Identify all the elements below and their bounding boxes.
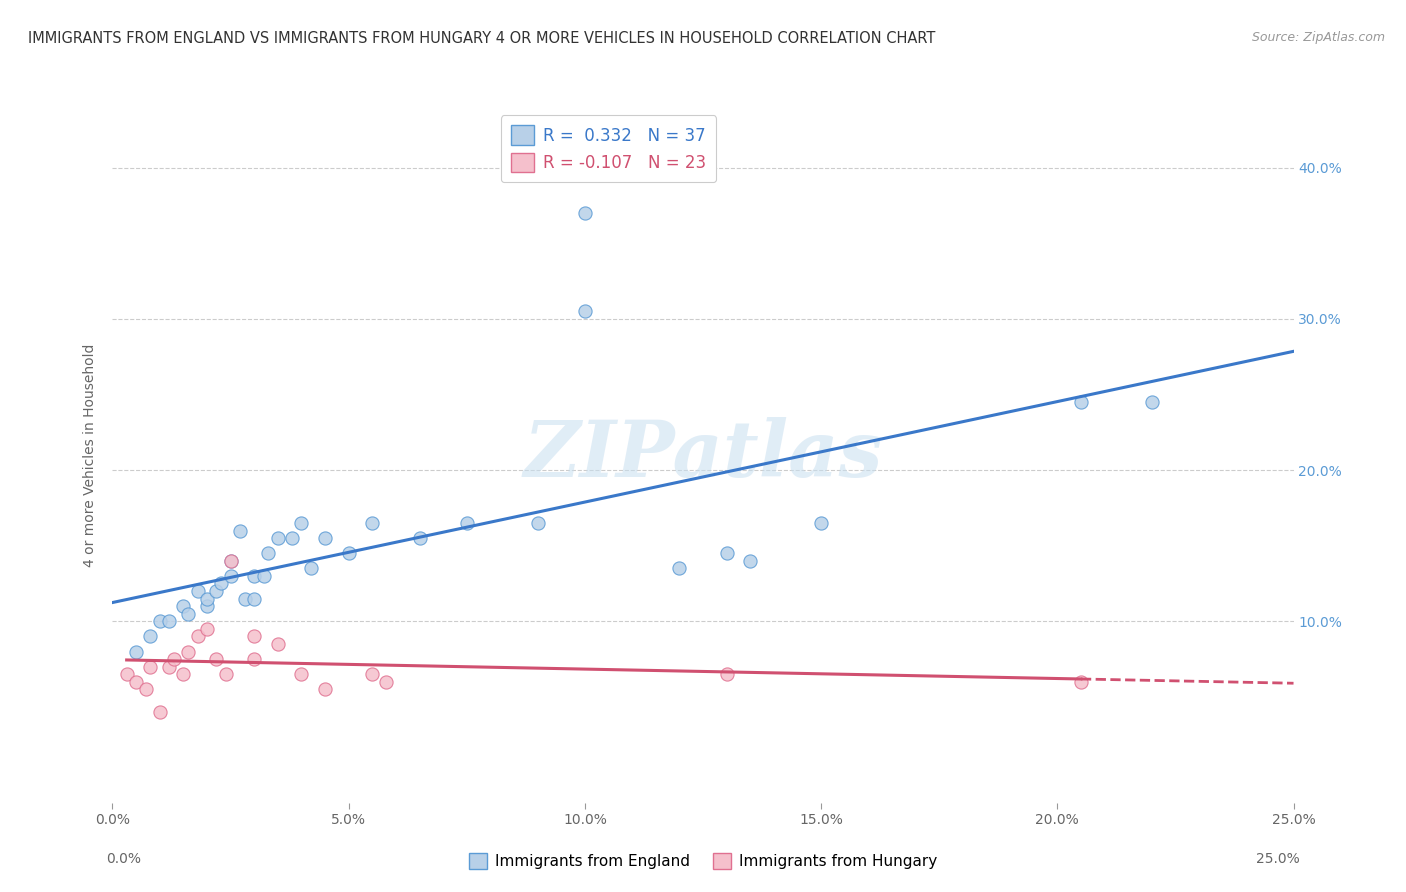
Point	[267, 531, 290, 545]
Point	[361, 516, 384, 530]
Point	[243, 591, 266, 606]
Point	[233, 591, 256, 606]
Point	[157, 615, 180, 629]
Point	[716, 546, 738, 560]
Point	[229, 524, 252, 538]
Point	[172, 667, 194, 681]
Point	[668, 561, 690, 575]
Point	[281, 531, 304, 545]
Point	[243, 569, 266, 583]
Point	[163, 652, 186, 666]
Point	[139, 629, 162, 643]
Text: IMMIGRANTS FROM ENGLAND VS IMMIGRANTS FROM HUNGARY 4 OR MORE VEHICLES IN HOUSEHO: IMMIGRANTS FROM ENGLAND VS IMMIGRANTS FR…	[28, 31, 935, 46]
Text: Source: ZipAtlas.com: Source: ZipAtlas.com	[1251, 31, 1385, 45]
Point	[716, 667, 738, 681]
Text: 0.0%: 0.0%	[107, 852, 142, 865]
Point	[290, 516, 312, 530]
Legend: Immigrants from England, Immigrants from Hungary: Immigrants from England, Immigrants from…	[463, 847, 943, 875]
Point	[195, 622, 218, 636]
Point	[253, 569, 276, 583]
Point	[219, 554, 242, 568]
Point	[149, 615, 172, 629]
Point	[574, 206, 596, 220]
Point	[115, 667, 138, 681]
Y-axis label: 4 or more Vehicles in Household: 4 or more Vehicles in Household	[83, 343, 97, 566]
Point	[209, 576, 232, 591]
Point	[186, 584, 208, 599]
Point	[740, 554, 762, 568]
Point	[205, 584, 228, 599]
Point	[219, 569, 242, 583]
Point	[375, 674, 398, 689]
Point	[257, 546, 280, 560]
Point	[215, 667, 238, 681]
Text: 25.0%: 25.0%	[1256, 852, 1299, 865]
Point	[186, 629, 208, 643]
Point	[195, 591, 218, 606]
Point	[361, 667, 384, 681]
Point	[219, 554, 242, 568]
Point	[205, 652, 228, 666]
Point	[1070, 674, 1092, 689]
Point	[1070, 395, 1092, 409]
Point	[1140, 395, 1163, 409]
Point	[299, 561, 322, 575]
Point	[125, 644, 148, 658]
Point	[177, 607, 200, 621]
Point	[526, 516, 548, 530]
Point	[456, 516, 478, 530]
Point	[408, 531, 430, 545]
Point	[139, 659, 162, 673]
Point	[149, 705, 172, 719]
Point	[810, 516, 832, 530]
Point	[314, 682, 336, 697]
Point	[290, 667, 312, 681]
Point	[135, 682, 157, 697]
Point	[314, 531, 336, 545]
Point	[574, 304, 596, 318]
Point	[267, 637, 290, 651]
Point	[243, 629, 266, 643]
Point	[177, 644, 200, 658]
Point	[195, 599, 218, 614]
Point	[157, 659, 180, 673]
Text: ZIPatlas: ZIPatlas	[523, 417, 883, 493]
Point	[243, 652, 266, 666]
Point	[337, 546, 360, 560]
Point	[125, 674, 148, 689]
Point	[172, 599, 194, 614]
